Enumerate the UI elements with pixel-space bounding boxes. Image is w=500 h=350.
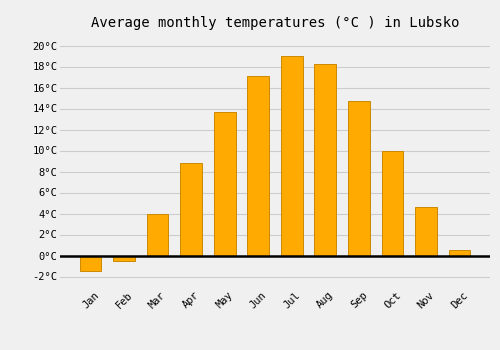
Bar <box>180 163 202 256</box>
Bar <box>248 76 269 256</box>
Bar <box>314 64 336 256</box>
Bar <box>448 250 470 256</box>
Bar <box>348 101 370 256</box>
Bar <box>146 214 169 256</box>
Bar <box>113 256 135 261</box>
Bar <box>80 256 102 271</box>
Bar <box>281 56 302 255</box>
Bar <box>214 112 236 256</box>
Bar <box>382 150 404 256</box>
Title: Average monthly temperatures (°C ) in Lubsko: Average monthly temperatures (°C ) in Lu… <box>91 16 459 30</box>
Bar <box>415 207 437 256</box>
